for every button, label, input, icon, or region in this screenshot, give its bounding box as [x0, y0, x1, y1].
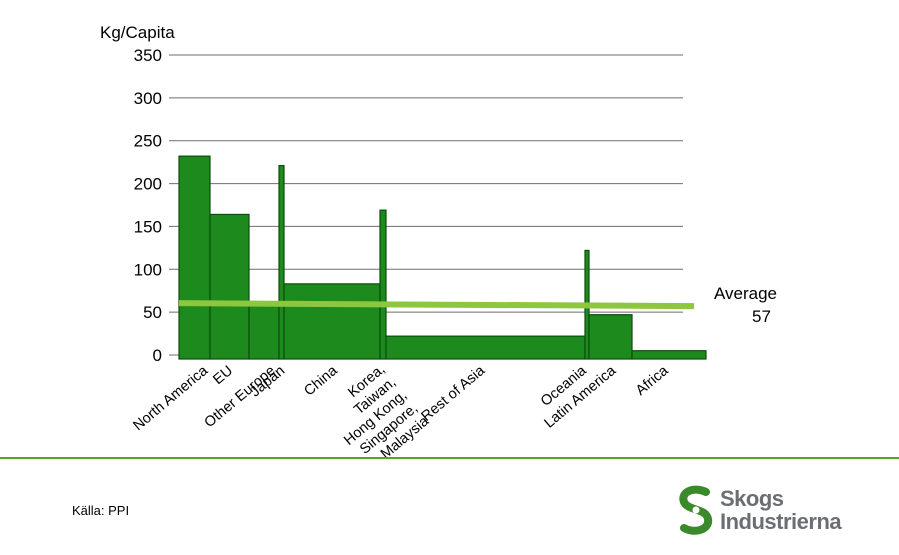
- source-note: Källa: PPI: [72, 503, 130, 518]
- average-line: [178, 300, 695, 310]
- bar: [178, 155, 211, 360]
- y-tick-label: 100: [134, 260, 162, 279]
- chart: 0 50 100 150 200 250 300 350 Kg/Capita Average 5…: [100, 23, 777, 460]
- y-tick-label: 250: [134, 132, 162, 151]
- bars: [178, 155, 707, 360]
- skogsindustrierna-logo: Skogs Industrierna: [676, 484, 876, 540]
- bar: [379, 209, 387, 360]
- average-value: 57: [752, 307, 771, 326]
- category-label: North America: [130, 362, 211, 434]
- bar: [385, 335, 586, 360]
- category-label: Rest of Asia: [419, 362, 489, 425]
- y-tick-label: 50: [143, 303, 162, 322]
- y-axis-label: Kg/Capita: [100, 23, 175, 42]
- category-label: Korea,Taiwan,Hong Kong,Singapore,Malaysi…: [319, 361, 432, 460]
- logo-wordmark: Skogs Industrierna: [720, 486, 842, 534]
- bar: [283, 283, 381, 360]
- category-label: EU: [210, 363, 236, 388]
- y-tick-labels: 0 50 100 150 200 250 300 350: [134, 46, 162, 365]
- y-tick-label: 0: [153, 346, 162, 365]
- logo-line-1: Skogs: [720, 486, 784, 511]
- category-label: Africa: [633, 362, 672, 399]
- y-tick-label: 300: [134, 89, 162, 108]
- bar: [209, 213, 250, 360]
- bar: [248, 304, 280, 360]
- category-label: China: [301, 362, 341, 399]
- y-tick-label: 350: [134, 46, 162, 65]
- bar: [588, 314, 633, 360]
- y-tick-label: 200: [134, 175, 162, 194]
- bar: [631, 350, 707, 360]
- logo-mark-icon: [679, 485, 713, 535]
- y-tick-label: 150: [134, 217, 162, 236]
- bar: [278, 164, 285, 360]
- footer-divider: [0, 457, 899, 459]
- logo-line-2: Industrierna: [720, 509, 842, 534]
- average-line-group: Average 57: [178, 284, 777, 326]
- average-label: Average: [714, 284, 777, 303]
